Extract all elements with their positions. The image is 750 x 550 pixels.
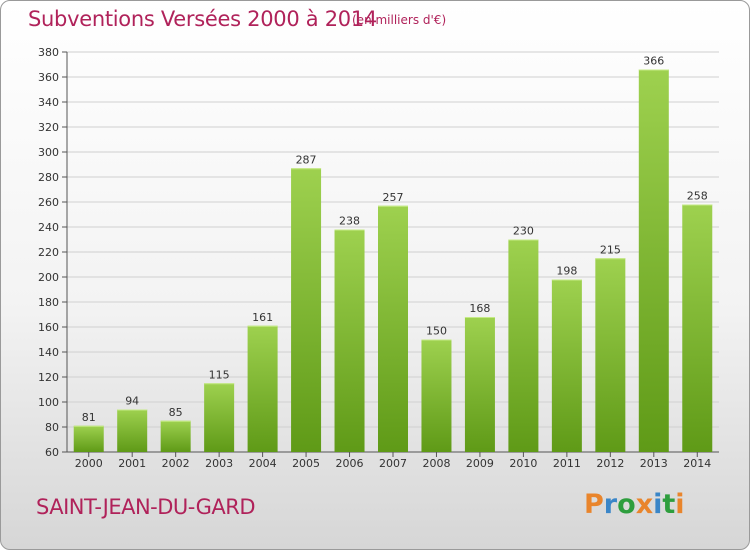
x-tick-label-2004: 2004 bbox=[249, 457, 277, 470]
value-label-2010: 230 bbox=[513, 225, 534, 238]
x-tick-label-2003: 2003 bbox=[205, 457, 233, 470]
x-tick-label-2013: 2013 bbox=[640, 457, 668, 470]
bar-2007 bbox=[378, 205, 408, 452]
y-tick-label: 80 bbox=[45, 421, 59, 434]
value-label-2014: 258 bbox=[687, 190, 708, 203]
value-label-2008: 150 bbox=[426, 325, 447, 338]
x-tick-label-2007: 2007 bbox=[379, 457, 407, 470]
bar-2009 bbox=[464, 317, 495, 452]
logo-letter: P bbox=[584, 489, 604, 520]
y-tick-label: 140 bbox=[38, 346, 59, 359]
y-tick-label: 60 bbox=[45, 446, 59, 459]
bar-2004 bbox=[247, 325, 278, 452]
logo-letter: o bbox=[617, 489, 636, 520]
bar-2014 bbox=[682, 204, 713, 452]
logo-letter: t bbox=[662, 489, 676, 520]
proxiti-logo: Proxiti bbox=[584, 489, 685, 520]
bar-2013 bbox=[638, 69, 669, 452]
value-label-2011: 198 bbox=[556, 265, 577, 278]
x-tick-label-2005: 2005 bbox=[292, 457, 320, 470]
value-label-2002: 85 bbox=[169, 406, 183, 419]
y-tick-label: 180 bbox=[38, 296, 59, 309]
x-tick-label-2000: 2000 bbox=[75, 457, 103, 470]
value-label-2003: 115 bbox=[209, 368, 230, 381]
bars bbox=[73, 69, 713, 452]
bar-2011 bbox=[551, 279, 582, 452]
y-tick-label: 320 bbox=[38, 121, 59, 134]
bar-2008 bbox=[421, 339, 452, 452]
value-label-2006: 238 bbox=[339, 215, 360, 228]
y-tick-label: 100 bbox=[38, 396, 59, 409]
x-tick-label-2014: 2014 bbox=[683, 457, 711, 470]
logo-letter: r bbox=[603, 489, 618, 520]
bar-2012 bbox=[595, 258, 626, 452]
x-tick-label-2006: 2006 bbox=[336, 457, 364, 470]
chart-subtitle: (en milliers d'€) bbox=[352, 13, 447, 27]
value-label-2009: 168 bbox=[469, 302, 490, 315]
bar-2001 bbox=[117, 409, 148, 452]
x-tick-label-2010: 2010 bbox=[509, 457, 537, 470]
value-label-2004: 161 bbox=[252, 311, 273, 324]
labels: 60 80 100 120 140 160 180 200 220 240 260 280 300 320… bbox=[38, 46, 711, 470]
logo-letter: i bbox=[653, 489, 663, 520]
x-tick-label-2012: 2012 bbox=[596, 457, 624, 470]
x-tick-label-2011: 2011 bbox=[553, 457, 581, 470]
bar-2003 bbox=[204, 383, 235, 452]
bar-2000 bbox=[73, 425, 104, 452]
value-label-2012: 215 bbox=[600, 243, 621, 256]
x-tick-label-2009: 2009 bbox=[466, 457, 494, 470]
logo-letter: i bbox=[675, 489, 685, 520]
bar-2005 bbox=[291, 168, 322, 452]
value-label-2013: 366 bbox=[643, 55, 664, 68]
y-tick-label: 220 bbox=[38, 246, 59, 259]
y-tick-label: 300 bbox=[38, 146, 59, 159]
logo-letter: x bbox=[635, 489, 654, 520]
y-tick-label: 200 bbox=[38, 271, 59, 284]
value-label-2000: 81 bbox=[82, 411, 96, 424]
value-label-2001: 94 bbox=[125, 395, 139, 408]
x-tick-label-2008: 2008 bbox=[422, 457, 450, 470]
bar-2010 bbox=[508, 239, 539, 452]
bar-2002 bbox=[160, 420, 191, 452]
y-tick-label: 260 bbox=[38, 196, 59, 209]
value-label-2005: 287 bbox=[296, 153, 317, 166]
y-tick-label: 280 bbox=[38, 171, 59, 184]
value-label-2007: 257 bbox=[383, 191, 404, 204]
commune-name: SAINT-JEAN-DU-GARD bbox=[36, 495, 256, 519]
bar-2006 bbox=[334, 229, 365, 452]
y-tick-label: 120 bbox=[38, 371, 59, 384]
y-tick-label: 360 bbox=[38, 71, 59, 84]
chart-title: Subventions Versées 2000 à 2014 bbox=[28, 7, 377, 31]
y-tick-label: 240 bbox=[38, 221, 59, 234]
y-tick-label: 160 bbox=[38, 321, 59, 334]
x-tick-label-2002: 2002 bbox=[162, 457, 190, 470]
y-tick-label: 380 bbox=[38, 46, 59, 59]
y-tick-label: 340 bbox=[38, 96, 59, 109]
x-tick-label-2001: 2001 bbox=[118, 457, 146, 470]
